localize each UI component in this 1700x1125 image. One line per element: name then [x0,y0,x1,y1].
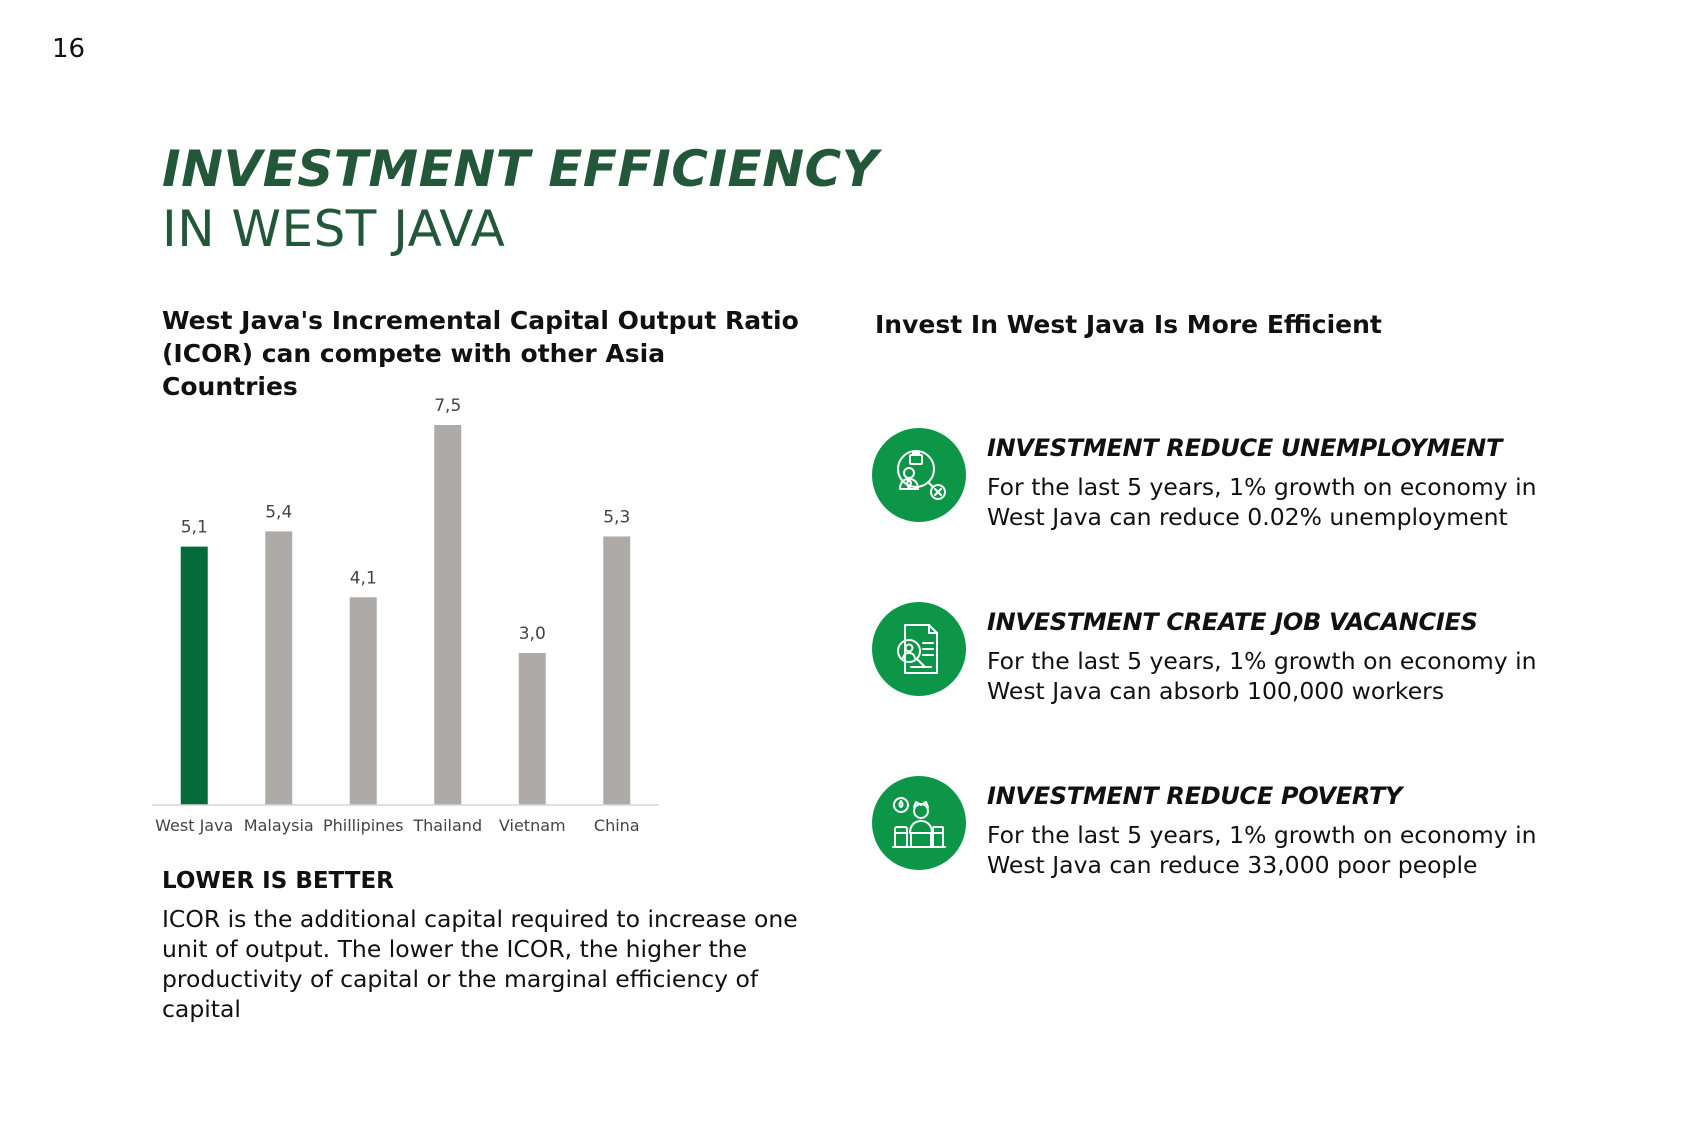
bar-west-java [180,546,208,805]
benefit-job-vacancies: INVESTMENT CREATE JOB VACANCIES For the … [872,602,1652,705]
bar-value-label: 5,3 [603,507,630,527]
category-label: China [594,816,640,835]
benefit-title: INVESTMENT REDUCE POVERTY [987,782,1403,810]
benefit-title: INVESTMENT REDUCE UNEMPLOYMENT [987,434,1503,462]
page-number: 16 [52,34,86,64]
benefit-text: For the last 5 years, 1% growth on econo… [987,473,1537,531]
poverty-icon [872,776,966,870]
chart-heading: West Java's Incremental Capital Output R… [162,306,799,401]
bar-vietnam [518,653,546,805]
bar-china [603,536,631,805]
icor-bar-chart: 5,1 West Java 5,4 Malaysia 4,1 Phillipines 7,5… [152,396,659,835]
icor-explanation: ICOR is the additional capital required … [162,905,798,1023]
unemployment-icon [872,428,966,522]
bar-value-label: 4,1 [350,568,377,588]
benefit-poverty: INVESTMENT REDUCE POVERTY For the last 5… [872,776,1652,879]
category-label: Thailand [412,816,482,835]
category-label: Vietnam [499,816,566,835]
bar-malaysia [265,531,293,805]
category-label: West Java [155,816,233,835]
bar-value-label: 5,1 [181,518,208,538]
efficiency-heading: Invest In West Java Is More Efficient [875,310,1382,339]
benefit-text: For the last 5 years, 1% growth on econo… [987,647,1537,705]
bar-phillipines [349,597,377,805]
job-search-icon [872,602,966,696]
category-label: Malaysia [244,816,314,835]
bar-value-label: 3,0 [519,624,546,644]
page-subtitle: IN WEST JAVA [162,200,506,258]
page-title: INVESTMENT EFFICIENCY [162,140,879,198]
bar-thailand [434,425,462,805]
lower-is-better-heading: LOWER IS BETTER [162,868,394,894]
benefit-text: For the last 5 years, 1% growth on econo… [987,821,1537,879]
bar-value-label: 5,4 [265,502,292,522]
benefit-title: INVESTMENT CREATE JOB VACANCIES [987,608,1478,636]
category-label: Phillipines [323,816,404,835]
benefit-unemployment: INVESTMENT REDUCE UNEMPLOYMENT For the l… [872,428,1652,531]
bar-value-label: 7,5 [434,396,461,416]
